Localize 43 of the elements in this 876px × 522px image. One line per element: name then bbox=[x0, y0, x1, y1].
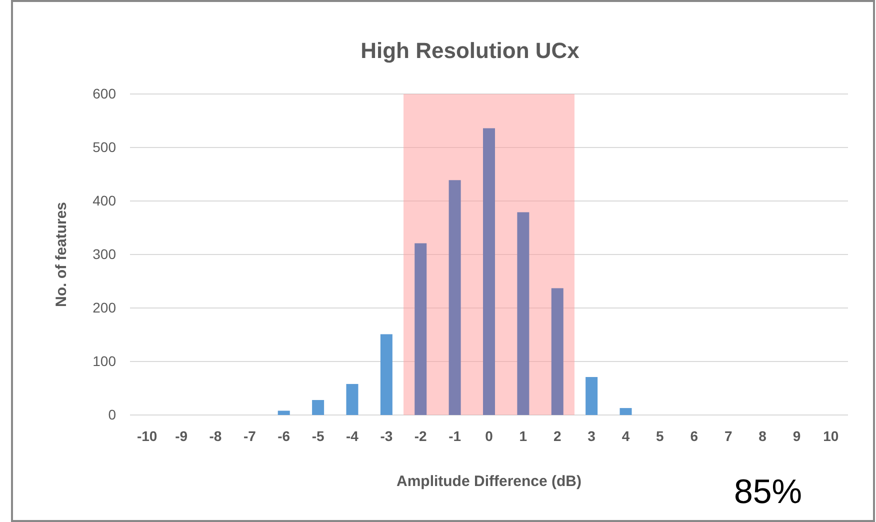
y-tick-label: 100 bbox=[92, 352, 116, 369]
x-tick-label: 8 bbox=[758, 428, 767, 444]
y-tick-label: 200 bbox=[92, 299, 116, 316]
y-axis-title: No. of features bbox=[53, 202, 70, 308]
bar bbox=[483, 128, 495, 415]
x-tick-label: 7 bbox=[724, 428, 732, 444]
y-tick-label: 500 bbox=[92, 138, 116, 155]
x-tick-label: 9 bbox=[792, 428, 801, 444]
x-tick-label: 0 bbox=[485, 428, 494, 444]
bar bbox=[380, 334, 392, 415]
x-tick-label: 4 bbox=[622, 428, 630, 444]
x-tick-label: 5 bbox=[656, 428, 664, 444]
chart-title: High Resolution UCx bbox=[360, 38, 580, 63]
x-tick-label: 6 bbox=[690, 428, 698, 444]
y-tick-label: 0 bbox=[108, 406, 116, 422]
x-tick-label: 2 bbox=[553, 428, 562, 444]
bar bbox=[312, 400, 324, 415]
x-tick-label: -2 bbox=[414, 428, 428, 444]
x-tick-label: -8 bbox=[209, 428, 222, 444]
bar bbox=[620, 408, 632, 415]
x-tick-label: 10 bbox=[823, 428, 839, 444]
x-tick-label: 1 bbox=[519, 428, 528, 444]
x-axis-title: Amplitude Difference (dB) bbox=[396, 473, 582, 490]
bar bbox=[448, 180, 461, 415]
bar bbox=[278, 410, 290, 415]
text: 85% bbox=[734, 473, 802, 511]
bar bbox=[414, 243, 427, 415]
y-tick-label: 600 bbox=[92, 85, 116, 102]
x-tick-label: -5 bbox=[312, 428, 324, 444]
x-tick-label: -4 bbox=[346, 428, 359, 444]
bar bbox=[586, 377, 598, 415]
x-tick-label: -6 bbox=[278, 428, 290, 444]
x-tick-label: -7 bbox=[243, 428, 256, 444]
x-tick-label: 3 bbox=[588, 428, 596, 444]
x-tick-label: -10 bbox=[136, 428, 158, 444]
bar bbox=[346, 384, 358, 415]
x-tick-label: -9 bbox=[175, 428, 188, 444]
bar bbox=[517, 212, 530, 415]
y-tick-label: 400 bbox=[92, 192, 116, 208]
x-tick-label: -1 bbox=[448, 428, 462, 444]
bar bbox=[551, 288, 564, 415]
y-tick-label: 300 bbox=[92, 246, 116, 262]
x-tick-label: -3 bbox=[380, 428, 393, 444]
